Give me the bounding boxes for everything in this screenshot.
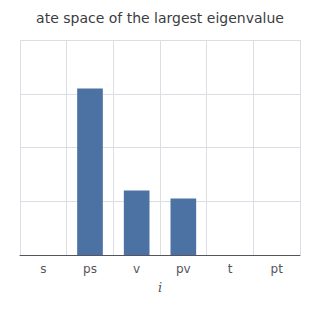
svg-text:pt: pt (271, 262, 284, 276)
svg-text:pv: pv (176, 262, 191, 276)
svg-text:v: v (133, 262, 140, 276)
svg-text:ate space of the largest eigen: ate space of the largest eigenvalue (36, 10, 284, 26)
svg-text:s: s (40, 262, 46, 276)
svg-text:ps: ps (83, 262, 97, 276)
svg-text:i: i (158, 280, 162, 295)
svg-text:t: t (228, 262, 233, 276)
